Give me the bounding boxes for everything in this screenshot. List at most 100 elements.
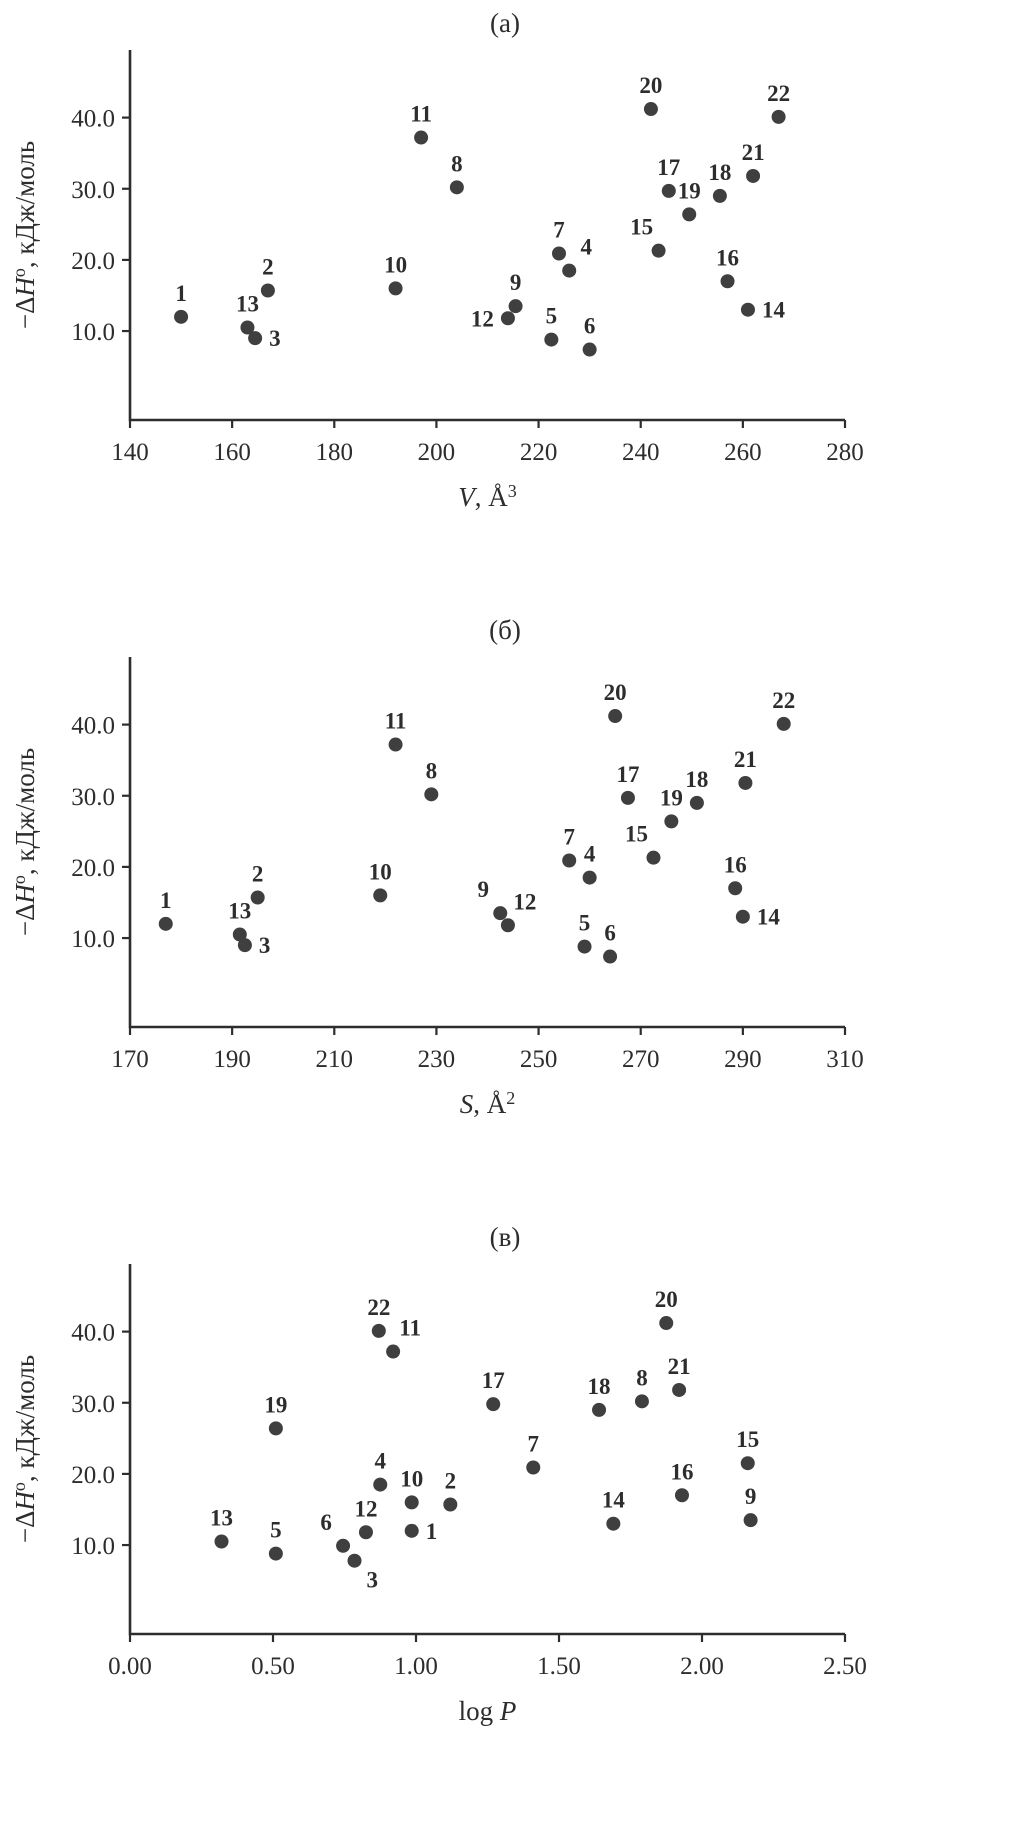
- point-label: 10: [400, 1466, 423, 1491]
- data-point: [526, 1460, 541, 1475]
- point-label: 6: [604, 921, 616, 946]
- scatter-plot-a: 140 160 180 200 220 240 260 28010.020.030.040.0…: [9, 50, 864, 512]
- point-label: 12: [354, 1496, 377, 1521]
- y-axis-label: −ΔHo, кДж/моль: [9, 748, 40, 936]
- point-label: 13: [236, 292, 259, 317]
- x-tick-label: 190: [213, 1046, 251, 1073]
- point-label: 12: [471, 306, 494, 331]
- data-point: [771, 109, 786, 124]
- point-label: 12: [513, 889, 536, 914]
- data-point: [388, 737, 403, 752]
- data-point: [689, 795, 704, 810]
- data-point: [358, 1525, 373, 1540]
- point-label: 6: [320, 1510, 332, 1535]
- point-label: 11: [399, 1316, 421, 1341]
- data-point: [562, 263, 577, 278]
- point-label: 22: [772, 688, 795, 713]
- y-tick-label: 40.0: [71, 713, 115, 740]
- data-point: [562, 853, 577, 868]
- data-point: [237, 938, 252, 953]
- x-tick-label: 0.00: [108, 1653, 152, 1680]
- point-label: 15: [630, 215, 653, 240]
- data-point: [606, 1516, 621, 1531]
- data-point: [336, 1538, 351, 1553]
- x-tick-label: 180: [316, 439, 354, 466]
- chart-title-c: (в): [489, 1222, 521, 1252]
- x-tick-label: 310: [826, 1046, 864, 1073]
- data-point: [500, 918, 515, 933]
- data-point: [682, 207, 697, 222]
- data-point: [388, 281, 403, 296]
- x-tick-label: 240: [622, 439, 660, 466]
- chart-panel-c: (в) 0.00 0.50 1.00 1.50 2.00 2.50 10.0 20.0 30.0…: [0, 1214, 1010, 1821]
- point-label: 14: [602, 1488, 626, 1513]
- y-tick-label: 20.0: [71, 248, 115, 275]
- axes: [128, 50, 845, 422]
- point-label: 16: [716, 245, 739, 270]
- y-tick-label: 10.0: [71, 926, 115, 953]
- chart-panel-a: (а) 140 160 180 200 220 240 260 280 10.0 20.0 30.0…: [0, 0, 1010, 607]
- point-label: 21: [742, 140, 765, 165]
- point-label: 7: [553, 218, 565, 243]
- x-tick-label: 290: [724, 1046, 762, 1073]
- point-label: 19: [660, 785, 683, 810]
- data-point: [743, 1513, 758, 1528]
- data-point: [240, 320, 255, 335]
- data-point: [373, 1477, 388, 1492]
- point-label: 15: [736, 1427, 759, 1452]
- data-point: [661, 183, 676, 198]
- point-label: 18: [708, 160, 731, 185]
- point-label: 22: [767, 81, 790, 106]
- point-label: 2: [262, 255, 274, 280]
- x-axis-label: log P: [459, 1696, 517, 1726]
- point-label: 10: [369, 859, 392, 884]
- x-tick-label: 280: [826, 439, 864, 466]
- point-label: 5: [579, 911, 591, 936]
- point-label: 14: [762, 298, 786, 323]
- data-point: [158, 916, 173, 931]
- point-label: 17: [482, 1368, 505, 1393]
- data-point: [735, 909, 750, 924]
- x-tick-label: 200: [418, 439, 456, 466]
- x-tick-label: 2.00: [680, 1653, 724, 1680]
- y-axis-label: −ΔHo, кДж/моль: [9, 141, 40, 329]
- point-label: 20: [639, 73, 662, 98]
- point-label: 8: [636, 1365, 648, 1390]
- data-point: [643, 102, 658, 117]
- data-point: [508, 299, 523, 314]
- point-label: 20: [604, 680, 627, 705]
- data-point: [371, 1323, 386, 1338]
- point-label: 1: [175, 281, 187, 306]
- data-point: [651, 243, 666, 258]
- data-point: [740, 302, 755, 317]
- scatter-plot-c: 0.00 0.50 1.00 1.50 2.00 2.50 10.0 20.0 30.0 40.0…: [9, 1264, 867, 1726]
- data-point: [776, 716, 791, 731]
- point-label: 8: [426, 758, 438, 783]
- y-tick-label: 40.0: [71, 1320, 115, 1347]
- x-tick-label: 170: [111, 1046, 149, 1073]
- data-point: [214, 1534, 229, 1549]
- x-tick-label: 210: [316, 1046, 354, 1073]
- y-tick-label: 20.0: [71, 855, 115, 882]
- point-label: 15: [625, 822, 648, 847]
- point-label: 7: [563, 825, 575, 850]
- data-point: [608, 709, 623, 724]
- data-point: [746, 168, 761, 183]
- data-point: [373, 888, 388, 903]
- data-point: [672, 1382, 687, 1397]
- point-label: 13: [210, 1506, 233, 1531]
- point-label: 18: [685, 767, 708, 792]
- data-point: [449, 180, 464, 195]
- point-label: 4: [584, 842, 596, 867]
- data-point: [248, 331, 263, 346]
- point-label: 22: [367, 1295, 390, 1320]
- y-tick-label: 10.0: [71, 1533, 115, 1560]
- x-tick-label: 270: [622, 1046, 660, 1073]
- data-point: [268, 1546, 283, 1561]
- point-label: 16: [724, 852, 747, 877]
- data-point: [646, 850, 661, 865]
- point-label: 11: [410, 102, 432, 127]
- data-point: [664, 814, 679, 829]
- point-label: 3: [259, 933, 271, 958]
- point-label: 21: [734, 747, 757, 772]
